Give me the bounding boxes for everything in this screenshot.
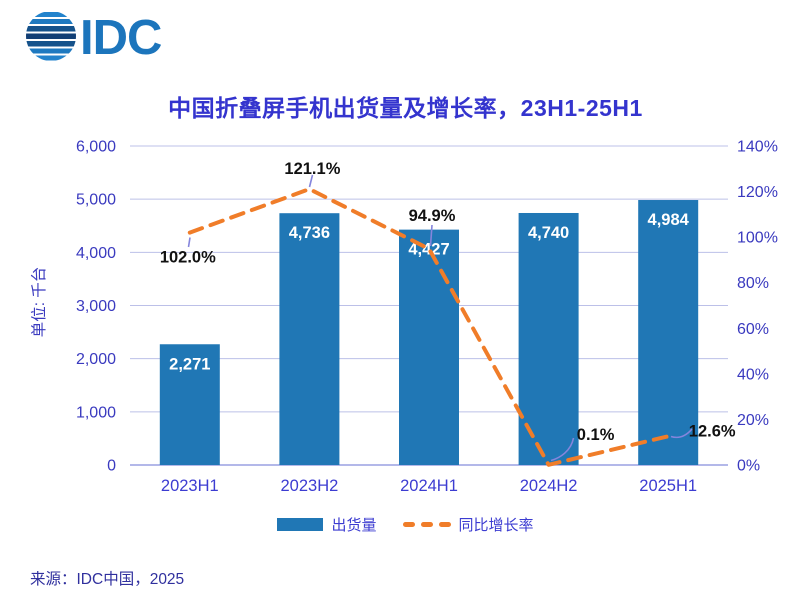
left-axis-tick: 6,000 xyxy=(76,139,116,156)
growth-value-label: 0.1% xyxy=(577,426,615,444)
source-note: 来源：IDC中国，2025 xyxy=(30,571,185,588)
right-axis-tick: 20% xyxy=(737,412,769,429)
left-axis-tick: 1,000 xyxy=(76,404,116,421)
left-axis-tick: 5,000 xyxy=(76,192,116,209)
right-axis-tick: 60% xyxy=(737,321,769,338)
bar-2025H1 xyxy=(638,200,699,465)
y-axis-title: 单位: 千台 xyxy=(30,267,48,338)
bar-value-label: 4,740 xyxy=(528,224,569,242)
bar-2024H1 xyxy=(399,229,459,465)
idc-logo-text: IDC xyxy=(80,11,162,63)
legend-item-growth: 同比增长率 xyxy=(402,514,534,535)
x-axis-label: 2023H2 xyxy=(280,477,338,495)
x-axis-label: 2023H1 xyxy=(161,477,219,495)
right-axis-tick: 140% xyxy=(737,139,778,156)
idc-globe-icon: IDC xyxy=(26,11,163,65)
bar-value-label: 4,984 xyxy=(648,211,690,229)
label-leader-line xyxy=(187,237,191,248)
left-axis-tick: 4,000 xyxy=(76,245,116,262)
label-leader-line xyxy=(308,174,314,188)
bar-2023H2 xyxy=(279,213,340,465)
x-axis-label: 2024H1 xyxy=(400,477,458,495)
growth-value-label: 121.1% xyxy=(284,160,340,178)
growth-value-label: 12.6% xyxy=(689,422,736,440)
dashed-line-swatch xyxy=(402,522,451,527)
label-leader-line xyxy=(550,437,575,462)
bar-2024H2 xyxy=(518,212,579,465)
x-axis-label: 2025H1 xyxy=(639,477,697,495)
growth-line xyxy=(187,187,671,467)
label-leader-line xyxy=(670,428,693,439)
right-axis-tick: 100% xyxy=(737,230,778,247)
x-axis-label: 2024H2 xyxy=(520,477,578,495)
bar-2023H1 xyxy=(159,344,220,465)
growth-value-label: 102.0% xyxy=(160,249,216,267)
legend-item-shipments: 出货量 xyxy=(277,514,377,535)
label-leader-line xyxy=(429,224,433,247)
left-axis-tick: 2,000 xyxy=(76,351,116,368)
right-axis-tick: 0% xyxy=(737,458,760,475)
legend-label-growth: 同比增长率 xyxy=(458,517,534,534)
left-axis-tick: 3,000 xyxy=(76,298,116,315)
legend-label-shipments: 出货量 xyxy=(331,517,377,534)
chart-legend: 出货量 同比增长率 xyxy=(0,514,811,535)
bar-value-label: 2,271 xyxy=(169,355,210,373)
right-axis-tick: 120% xyxy=(737,184,778,201)
bar-series-swatch xyxy=(277,518,324,531)
right-axis-tick: 40% xyxy=(737,366,769,383)
page-title: 中国折叠屏手机出货量及增长率，23H1-25H1 xyxy=(168,95,643,121)
idc-logo: IDC xyxy=(25,9,175,65)
bar-value-label: 4,736 xyxy=(289,224,330,242)
left-axis-tick: 0 xyxy=(107,458,116,475)
right-axis-tick: 80% xyxy=(737,275,769,292)
growth-value-label: 94.9% xyxy=(409,207,456,225)
